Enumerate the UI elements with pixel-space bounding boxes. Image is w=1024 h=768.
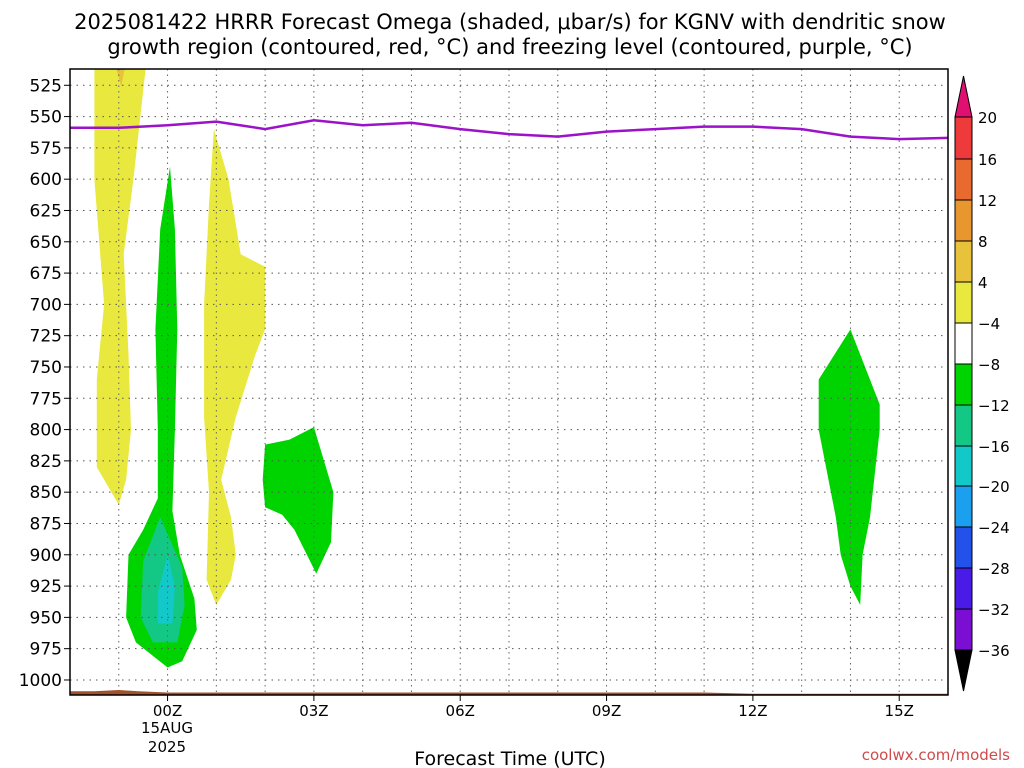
colorbar-label: 8 — [978, 233, 988, 251]
green-column-left — [126, 166, 197, 668]
colorbar-box — [954, 199, 973, 242]
y-tick-label: 975 — [30, 640, 62, 660]
y-tick-label: 600 — [30, 170, 62, 190]
colorbar-label: −24 — [978, 519, 1010, 537]
plot-frame — [69, 68, 949, 696]
colorbar-label: −16 — [978, 438, 1010, 456]
y-tick-label: 950 — [30, 608, 62, 628]
y-tick-label: 725 — [30, 327, 62, 347]
chart-title-line1: 2025081422 HRRR Forecast Omega (shaded, … — [74, 10, 946, 34]
yellow-band-left — [94, 69, 146, 505]
y-tick-label: 825 — [30, 452, 62, 472]
colorbar-label: −32 — [978, 601, 1010, 619]
ground-surface — [70, 690, 948, 695]
plot-grid — [70, 69, 948, 695]
omega-shaded-regions — [94, 69, 880, 668]
colorbar-label: −4 — [978, 315, 1000, 333]
colorbar-box — [954, 240, 973, 283]
chart-title-line2: growth region (contoured, red, °C) and f… — [107, 35, 912, 59]
x-tick-label: 06Z — [446, 702, 475, 720]
y-tick-label: 575 — [30, 139, 62, 159]
colorbar-box — [954, 526, 973, 569]
green-blob-center — [262, 427, 334, 574]
colorbar-box — [954, 608, 973, 651]
y-tick-label: 875 — [30, 514, 62, 534]
green-blob-right — [818, 329, 880, 605]
colorbar-box — [954, 363, 973, 406]
colorbar-box — [954, 322, 973, 365]
ground-band — [70, 690, 948, 695]
y-tick-label: 550 — [30, 108, 62, 128]
yellow-band-center — [204, 129, 266, 605]
freezing-level-contour — [70, 119, 948, 141]
colorbar-bottom-arrow — [954, 649, 973, 692]
colorbar-label: −20 — [978, 478, 1010, 496]
colorbar-label: 16 — [978, 151, 997, 169]
x-tick-label: 00Z — [153, 702, 182, 720]
y-tick-label: 750 — [30, 358, 62, 378]
colorbar-box — [954, 281, 973, 324]
x-tick-label: 12Z — [738, 702, 767, 720]
y-tick-label: 800 — [30, 421, 62, 441]
y-tick-label: 675 — [30, 264, 62, 284]
x-tick-label: 09Z — [592, 702, 621, 720]
y-tick-label: 525 — [30, 76, 62, 96]
credit-text: coolwx.com/models — [862, 746, 1010, 764]
x-axis-label: Forecast Time (UTC) — [414, 748, 605, 768]
orange-spot-top — [116, 69, 125, 87]
colorbar-label: −28 — [978, 560, 1010, 578]
colorbar-box — [954, 116, 973, 160]
y-tick-label: 900 — [30, 546, 62, 566]
colorbar-box — [954, 445, 973, 487]
y-tick-label: 775 — [30, 389, 62, 409]
y-tick-label: 850 — [30, 483, 62, 503]
y-tick-label: 625 — [30, 201, 62, 221]
y-tick-label: 1000 — [19, 671, 62, 691]
x-date-line-1: 15AUG — [141, 719, 193, 737]
y-tick-label: 700 — [30, 295, 62, 315]
colorbar-top-arrow — [954, 75, 973, 118]
colorbar-box — [954, 567, 973, 610]
colorbar-label: −36 — [978, 642, 1010, 660]
x-tick-label: 03Z — [299, 702, 328, 720]
colorbar-label: 4 — [978, 274, 988, 292]
colorbar-label: −12 — [978, 397, 1010, 415]
x-date-line-2: 2025 — [148, 738, 186, 756]
x-tick-label: 15Z — [885, 702, 914, 720]
x-axis-ticks: 00Z 03Z 06Z 09Z 12Z 15Z — [153, 695, 914, 720]
colorbar-box — [954, 485, 973, 528]
colorbar-label: 20 — [978, 109, 997, 127]
y-tick-label: 925 — [30, 577, 62, 597]
colorbar: 20 16 12 8 4 −4 −8 −12 −16 −20 −24 −28 −32 −36 — [954, 75, 1010, 692]
colorbar-box — [954, 158, 973, 201]
colorbar-label: −8 — [978, 356, 1000, 374]
cyan-core — [157, 554, 175, 624]
colorbar-box — [954, 404, 973, 447]
y-tick-label: 650 — [30, 233, 62, 253]
colorbar-label: 12 — [978, 192, 997, 210]
y-axis-ticks: 525 550 575 600 625 650 675 700 725 750 775 800 825 8… — [19, 76, 70, 691]
